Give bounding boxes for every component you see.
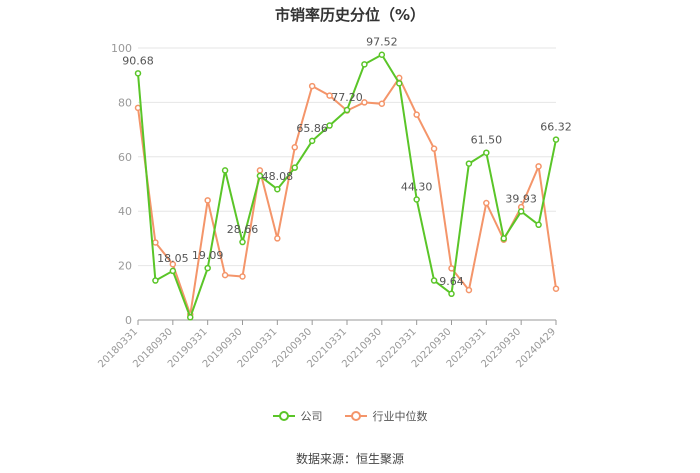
data-label: 18.05 — [157, 252, 189, 265]
data-point-company — [134, 70, 142, 77]
data-label: 65.86 — [296, 122, 328, 135]
data-point-company — [326, 122, 333, 129]
data-point-industry — [448, 265, 455, 272]
data-point-company — [239, 238, 246, 246]
data-point-industry — [378, 100, 386, 108]
data-label: 9.64 — [439, 275, 464, 288]
data-label: 39.93 — [505, 192, 537, 205]
data-point-company — [256, 172, 264, 180]
data-point-industry — [308, 82, 316, 90]
data-label: 19.09 — [192, 249, 224, 262]
data-point-industry — [465, 286, 473, 294]
data-point-company — [465, 160, 473, 167]
data-point-industry — [239, 273, 246, 280]
y-tick-label: 0 — [125, 314, 132, 327]
data-label: 66.32 — [540, 121, 572, 134]
data-label: 44.30 — [401, 181, 433, 194]
data-point-industry — [291, 144, 298, 151]
data-label: 97.52 — [366, 36, 398, 49]
y-tick-label: 100 — [111, 42, 132, 55]
legend-swatch-industry — [344, 410, 367, 422]
legend-item-company[interactable]: 公司 — [272, 408, 323, 424]
legend: 公司 行业中位数 — [0, 408, 700, 424]
data-point-company — [430, 277, 438, 284]
legend-item-industry[interactable]: 行业中位数 — [344, 408, 428, 424]
data-point-company — [413, 196, 420, 203]
y-tick-label: 40 — [118, 205, 132, 218]
data-point-company — [274, 185, 281, 193]
data-point-company — [378, 51, 386, 58]
y-tick-label: 60 — [118, 151, 132, 164]
data-point-company — [187, 314, 194, 321]
data-point-company — [535, 221, 542, 229]
data-point-industry — [535, 163, 542, 170]
chart-title: 市销率历史分位（%） — [274, 6, 426, 24]
data-point-company — [308, 137, 316, 145]
data-point-company — [152, 277, 159, 284]
legend-label-company: 公司 — [300, 410, 323, 423]
data-point-industry — [169, 260, 177, 268]
line-chart: 0204060801002018033120180930201903312019… — [96, 36, 572, 370]
data-point-industry — [552, 285, 560, 292]
legend-swatch-company — [272, 410, 295, 422]
data-label: 61.50 — [471, 134, 503, 147]
y-tick-label: 80 — [118, 96, 132, 109]
data-point-company — [448, 290, 455, 298]
data-source: 数据来源：恒生聚源 — [295, 452, 404, 466]
data-point-company — [361, 61, 368, 68]
data-point-industry — [274, 235, 281, 242]
data-point-industry — [413, 111, 420, 118]
data-point-company — [221, 167, 229, 174]
data-point-industry — [361, 99, 368, 106]
data-point-industry — [152, 239, 159, 246]
data-label: 48.08 — [262, 170, 294, 183]
data-point-company — [343, 106, 351, 114]
data-point-company — [552, 136, 560, 143]
data-point-industry — [430, 145, 438, 152]
data-label: 28.66 — [227, 223, 259, 236]
data-point-company — [291, 164, 298, 171]
series-layer — [134, 51, 560, 321]
data-point-industry — [326, 92, 333, 99]
data-point-company — [169, 267, 177, 275]
data-point-company — [204, 264, 211, 272]
data-point-industry — [221, 271, 229, 279]
data-point-company — [517, 208, 525, 215]
data-label: 90.68 — [122, 54, 154, 67]
data-label: 77.20 — [331, 91, 363, 104]
data-point-industry — [483, 199, 490, 207]
data-point-company — [396, 80, 403, 87]
data-point-industry — [204, 197, 211, 204]
legend-label-industry: 行业中位数 — [372, 410, 428, 423]
y-tick-label: 20 — [118, 260, 132, 273]
data-point-company — [483, 149, 490, 156]
data-point-company — [500, 235, 507, 242]
